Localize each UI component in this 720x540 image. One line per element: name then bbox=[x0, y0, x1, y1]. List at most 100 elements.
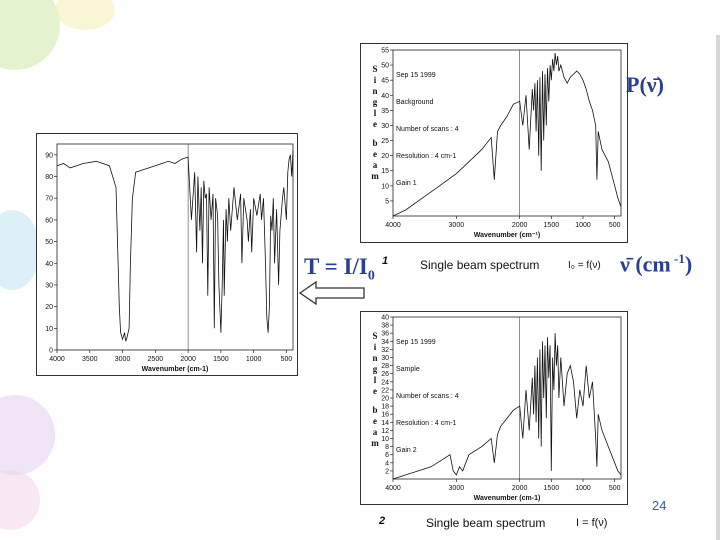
sample-y-axis-label-letter: i bbox=[374, 342, 377, 352]
decorative-blob-purple bbox=[0, 395, 55, 475]
transmittance-y-tick-label: 30 bbox=[45, 282, 53, 289]
background-y-tick-label: 30 bbox=[381, 123, 389, 130]
sample-y-tick-label: 40 bbox=[381, 315, 389, 322]
sample-x-tick-label: 2000 bbox=[512, 485, 528, 492]
transmittance-x-tick-label: 2000 bbox=[180, 356, 196, 363]
sample-y-axis-label-letter: a bbox=[373, 427, 378, 437]
background-y-axis-label-letter: i bbox=[374, 75, 377, 85]
background-y-tick-label: 35 bbox=[381, 108, 389, 115]
background-plot-frame bbox=[392, 49, 622, 217]
sample-x-tick-label: 500 bbox=[609, 485, 621, 492]
background-y-tick-label: 55 bbox=[381, 48, 389, 55]
background-y-axis-label-letter: l bbox=[374, 108, 377, 118]
sample-y-axis-label-letter: e bbox=[373, 416, 377, 426]
background-y-axis-label-letter: b bbox=[372, 138, 377, 148]
background-x-tick-label: 500 bbox=[609, 222, 621, 229]
sample-y-tick-label: 8 bbox=[385, 444, 389, 451]
transmittance-y-tick-label: 20 bbox=[45, 304, 53, 311]
sample-y-axis-label-letter: b bbox=[372, 405, 377, 415]
sample-x-tick-label: 3000 bbox=[449, 485, 465, 492]
sample-y-axis-label-letter: n bbox=[372, 353, 377, 363]
transmittance-subscript: 0 bbox=[367, 268, 375, 284]
background-date: Sep 15 1999 bbox=[396, 72, 436, 79]
sample-y-tick-label: 26 bbox=[381, 371, 389, 378]
sample-formula: I = f(ν) bbox=[576, 517, 608, 529]
transmittance-x-tick-label: 4000 bbox=[49, 356, 65, 363]
sample-y-tick-label: 6 bbox=[385, 452, 389, 459]
background-y-tick-label: 15 bbox=[381, 168, 389, 175]
background-x-tick-label: 1500 bbox=[544, 222, 560, 229]
transmittance-y-tick-label: 0 bbox=[49, 348, 53, 355]
background-meta: Sep 15 1999 Background Number of scans :… bbox=[396, 53, 459, 206]
background-resolution: Resolution : 4 cm-1 bbox=[396, 153, 457, 160]
wavenumber-unit-label: ν̄ (cm -1) bbox=[620, 251, 692, 277]
sample-y-tick-label: 16 bbox=[381, 412, 389, 419]
sample-panel-number: 2 bbox=[379, 515, 386, 527]
sample-y-axis-label-letter: g bbox=[373, 364, 378, 374]
transmittance-x-tick-label: 3500 bbox=[82, 356, 98, 363]
transmittance-y-tick-label: 60 bbox=[45, 217, 53, 224]
background-y-axis-label-letter: S bbox=[372, 64, 377, 74]
background-spectrum-line-0 bbox=[392, 52, 622, 217]
background-y-axis-label-letter: a bbox=[373, 160, 378, 170]
sample-resolution: Resolution : 4 cm-1 bbox=[396, 420, 457, 427]
sample-caption: Single beam spectrum bbox=[426, 516, 546, 530]
sample-y-axis-label-letter: m bbox=[371, 438, 379, 448]
background-scans: Number of scans : 4 bbox=[396, 126, 459, 133]
transmittance-y-tick-label: 70 bbox=[45, 196, 53, 203]
sample-y-tick-label: 2 bbox=[385, 468, 389, 475]
sample-y-tick-label: 36 bbox=[381, 331, 389, 338]
transmittance-equation: T = I/I0 bbox=[304, 254, 375, 285]
sample-y-tick-label: 22 bbox=[381, 387, 389, 394]
sample-y-tick-label: 18 bbox=[381, 404, 389, 411]
sample-y-axis-label-letter: l bbox=[374, 375, 377, 385]
background-y-tick-label: 5 bbox=[385, 198, 389, 205]
transmittance-x-tick-label: 3000 bbox=[115, 356, 131, 363]
sample-y-tick-label: 28 bbox=[381, 363, 389, 370]
transmittance-y-tick-label: 10 bbox=[45, 326, 53, 333]
transmittance-x-tick-label: 500 bbox=[281, 356, 293, 363]
sample-x-tick-label: 4000 bbox=[385, 485, 401, 492]
sample-x-tick-label: 1000 bbox=[575, 485, 591, 492]
transmittance-spectrum-line-0 bbox=[56, 150, 294, 342]
background-y-tick-label: 45 bbox=[381, 78, 389, 85]
background-y-tick-label: 40 bbox=[381, 93, 389, 100]
sample-y-tick-label: 32 bbox=[381, 347, 389, 354]
sample-y-tick-label: 10 bbox=[381, 436, 389, 443]
wavenumber-unit-close: ) bbox=[684, 251, 693, 277]
background-y-axis-label-letter: n bbox=[372, 86, 377, 96]
sample-y-tick-label: 14 bbox=[381, 420, 389, 427]
sample-gain: Gain 2 bbox=[396, 447, 417, 454]
sample-y-tick-label: 24 bbox=[381, 379, 389, 386]
background-power-label: P(ν̄) bbox=[626, 72, 664, 97]
sample-scans: Number of scans : 4 bbox=[396, 393, 459, 400]
wavenumber-unit-exponent: -1 bbox=[670, 251, 685, 266]
sample-date: Sep 15 1999 bbox=[396, 339, 436, 346]
sample-name: Sample bbox=[396, 366, 420, 373]
sample-y-tick-label: 30 bbox=[381, 355, 389, 362]
transmittance-x-tick-label: 1000 bbox=[246, 356, 262, 363]
transmittance-y-tick-label: 80 bbox=[45, 174, 53, 181]
background-gain: Gain 1 bbox=[396, 180, 417, 187]
background-y-axis-label-letter: e bbox=[373, 149, 377, 159]
wavenumber-unit: (cm bbox=[629, 251, 671, 277]
background-x-tick-label: 2000 bbox=[512, 222, 528, 229]
sample-chart: 4000 3000 2000 1500 1000 50024681012141618202… bbox=[371, 315, 622, 502]
sample-y-axis-label-letter: e bbox=[373, 386, 377, 396]
background-y-tick-label: 10 bbox=[381, 183, 389, 190]
decorative-blob-yellow bbox=[55, 0, 115, 30]
background-x-tick-label: 4000 bbox=[385, 222, 401, 229]
sample-x-axis-label: Wavenumber (cm-1) bbox=[474, 495, 541, 502]
decorative-blob-pink bbox=[0, 470, 40, 530]
transmittance-x-tick-label: 1500 bbox=[213, 356, 229, 363]
background-panel: 4000 3000 2000 1500 1000 500 5 10 15 20 25 30 35 40 45… bbox=[360, 43, 628, 243]
sample-meta: Sep 15 1999 Sample Number of scans : 4 R… bbox=[396, 320, 459, 473]
wavenumber-symbol: ν̄ bbox=[620, 251, 630, 277]
background-x-tick-label: 3000 bbox=[449, 222, 465, 229]
decorative-blob-green bbox=[0, 0, 60, 70]
background-caption: Single beam spectrum bbox=[420, 258, 540, 272]
background-y-axis-label-letter: m bbox=[371, 171, 379, 181]
background-panel-number: 1 bbox=[382, 255, 389, 267]
transmittance-y-tick-label: 90 bbox=[45, 152, 53, 159]
background-x-axis-label: Wavenumber (cm⁻¹) bbox=[474, 232, 540, 239]
